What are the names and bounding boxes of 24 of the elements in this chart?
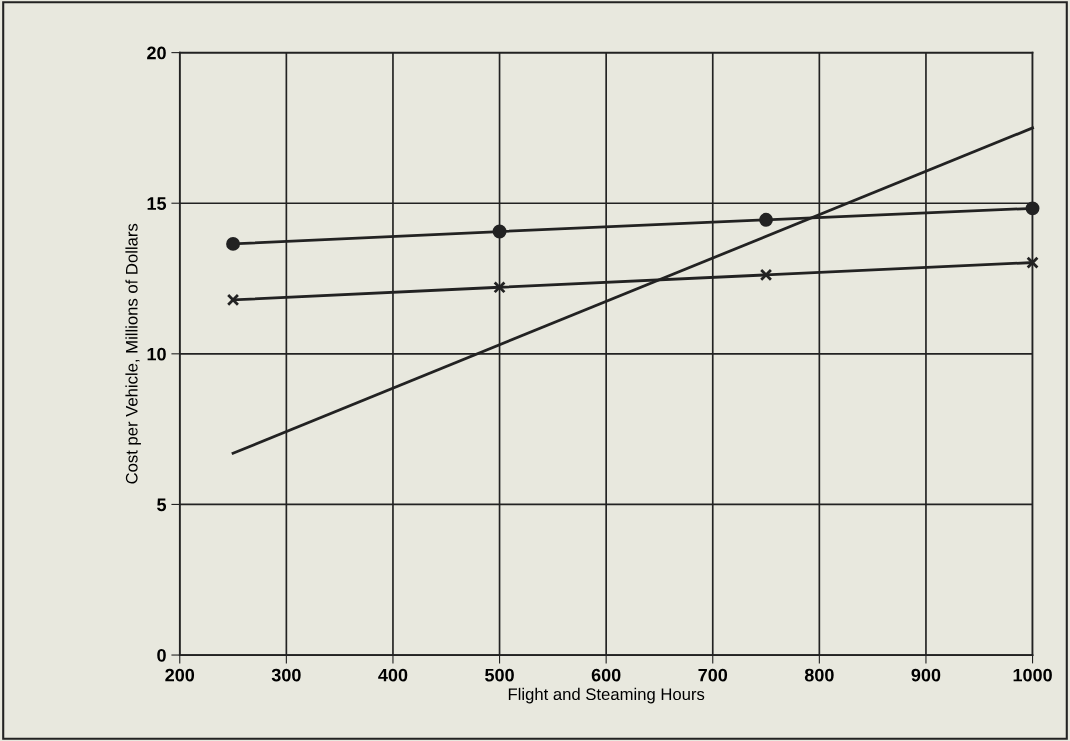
y-tick-label: 20: [147, 46, 166, 60]
y-axis-title: Cost per Vehicle, Millions of Dollars: [125, 223, 141, 484]
x-tick-label: 200: [165, 668, 195, 682]
x-tick-label: 500: [485, 668, 514, 682]
point: [1025, 201, 1040, 216]
x-tick-label: 300: [271, 668, 301, 682]
point: [226, 293, 240, 307]
x-tick-label: 900: [911, 668, 941, 682]
y-tick-label: 15: [147, 197, 167, 210]
x-tick-label: 700: [698, 668, 728, 682]
x-tick-label: 800: [804, 668, 834, 682]
point: [493, 281, 506, 294]
point: [759, 268, 773, 282]
y-tick-label: 10: [147, 347, 166, 361]
y-tick-label: 0: [157, 648, 166, 662]
point: [492, 224, 507, 239]
x-tick-label: 1000: [1013, 668, 1052, 682]
y-tick-label: 5: [157, 498, 167, 512]
x-tick-label: 400: [378, 668, 408, 682]
point: [226, 236, 241, 251]
x-tick-label: 600: [591, 668, 621, 682]
point: [759, 212, 773, 227]
point: [1026, 256, 1039, 269]
x-axis-title: Flight and Steaming Hours: [508, 687, 705, 704]
